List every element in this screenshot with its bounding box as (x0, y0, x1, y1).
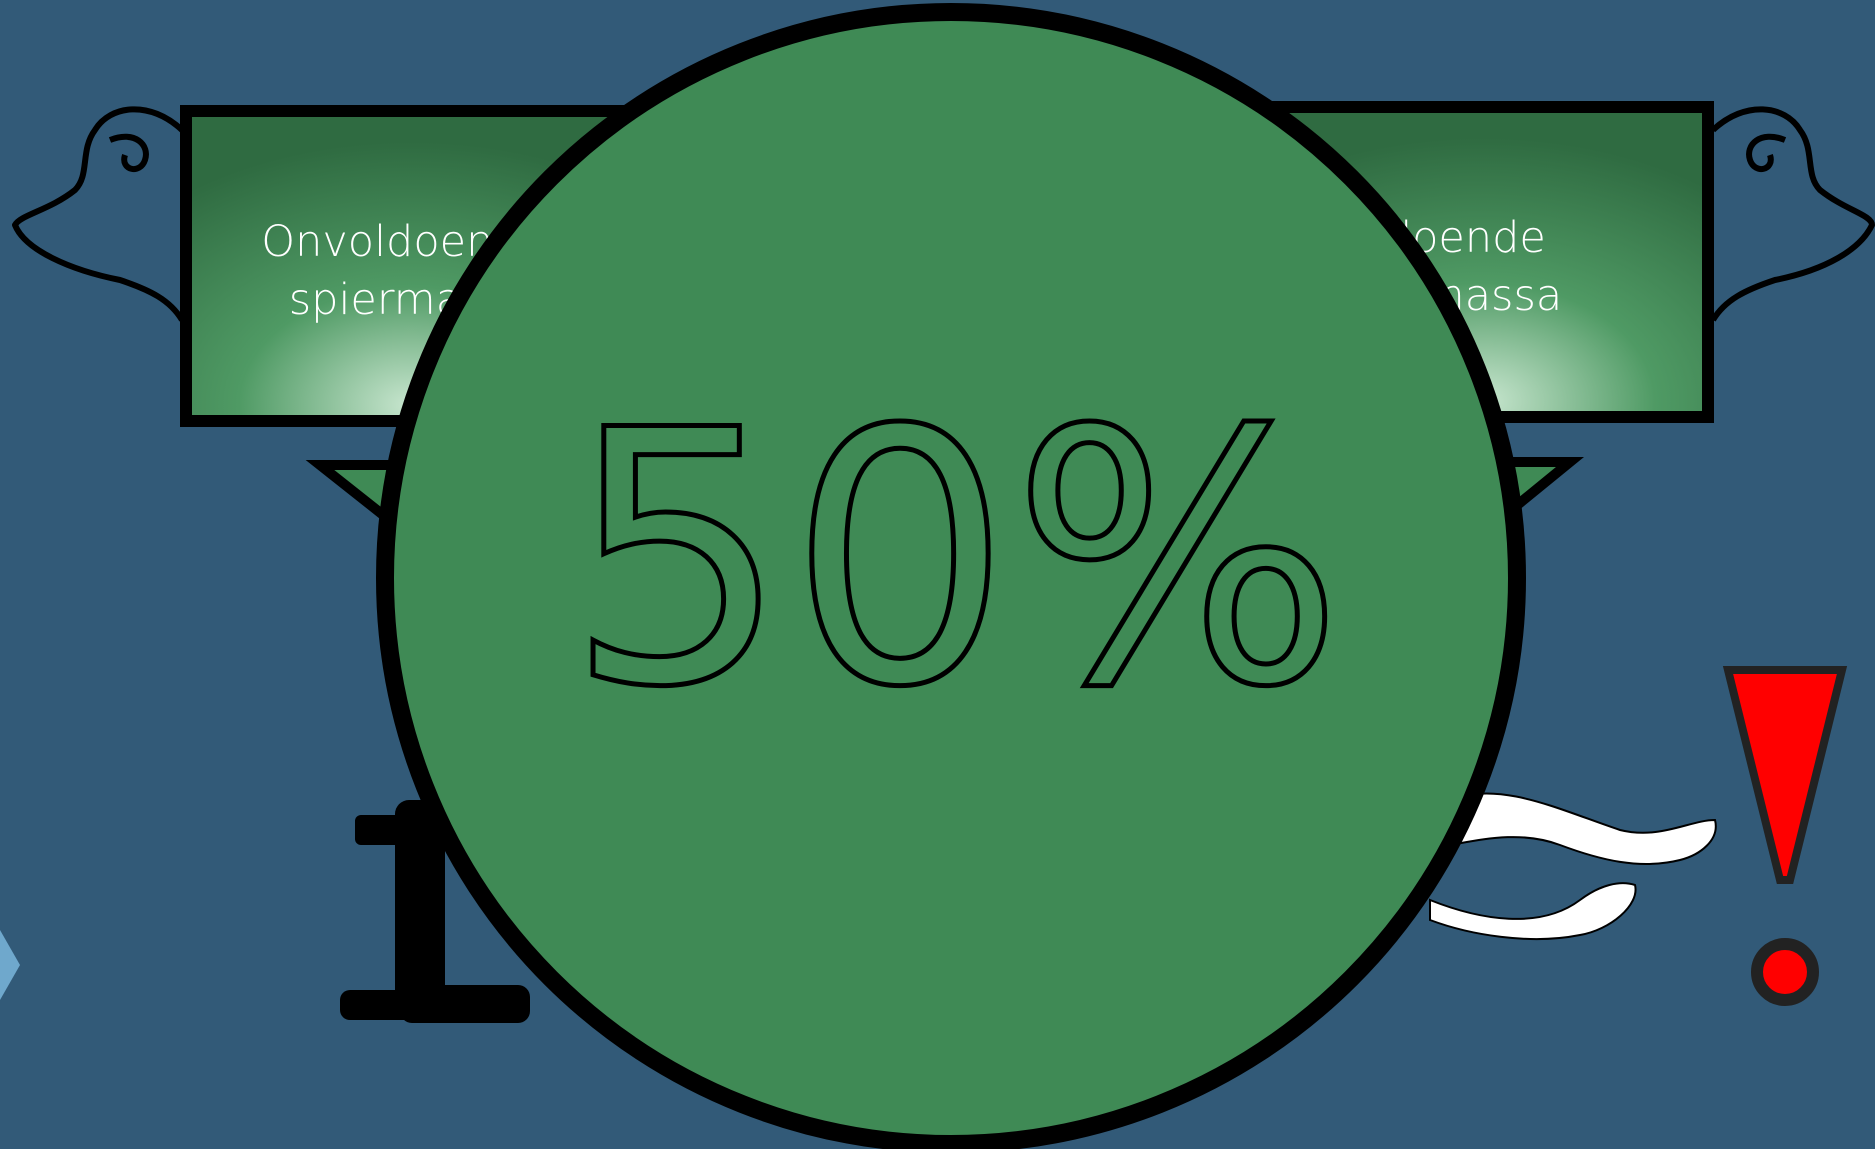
figure-right (1429, 792, 1717, 940)
arrow-left (0, 930, 20, 1000)
figure-left (340, 800, 530, 1023)
percentage-circle (376, 3, 1526, 1149)
percentage-text: 50% (566, 356, 1344, 764)
muscle-right (1710, 106, 1875, 322)
muscle-left (12, 106, 185, 322)
exclamation-icon (1722, 666, 1848, 1006)
